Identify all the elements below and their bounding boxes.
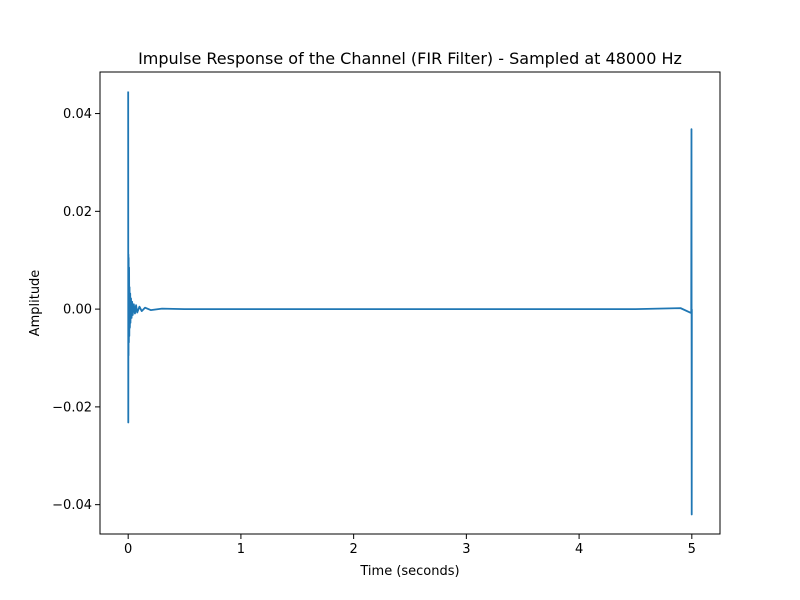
plot-frame xyxy=(99,71,721,535)
x-tick-label: 3 xyxy=(462,542,470,557)
y-tick-label: −0.02 xyxy=(52,400,92,415)
x-tick-label: 5 xyxy=(688,542,696,557)
x-tick-label: 0 xyxy=(124,542,132,557)
y-tick-label: −0.04 xyxy=(52,498,92,513)
y-axis: −0.04 −0.02 0.00 0.02 0.04 xyxy=(52,107,100,513)
plot-area xyxy=(127,91,693,516)
x-axis-title: Time (seconds) xyxy=(359,564,459,579)
x-tick-label: 1 xyxy=(237,542,245,557)
chart-title: Impulse Response of the Channel (FIR Fil… xyxy=(138,49,682,68)
series-line-0 xyxy=(127,91,693,516)
y-tick-label: 0.04 xyxy=(63,107,92,122)
x-axis: 0 1 2 3 4 5 xyxy=(124,534,696,557)
y-tick-label: 0.02 xyxy=(63,205,92,220)
x-tick-label: 2 xyxy=(349,542,357,557)
x-tick-label: 4 xyxy=(575,542,583,557)
y-axis-title: Amplitude xyxy=(28,270,43,337)
y-tick-label: 0.00 xyxy=(63,303,92,318)
